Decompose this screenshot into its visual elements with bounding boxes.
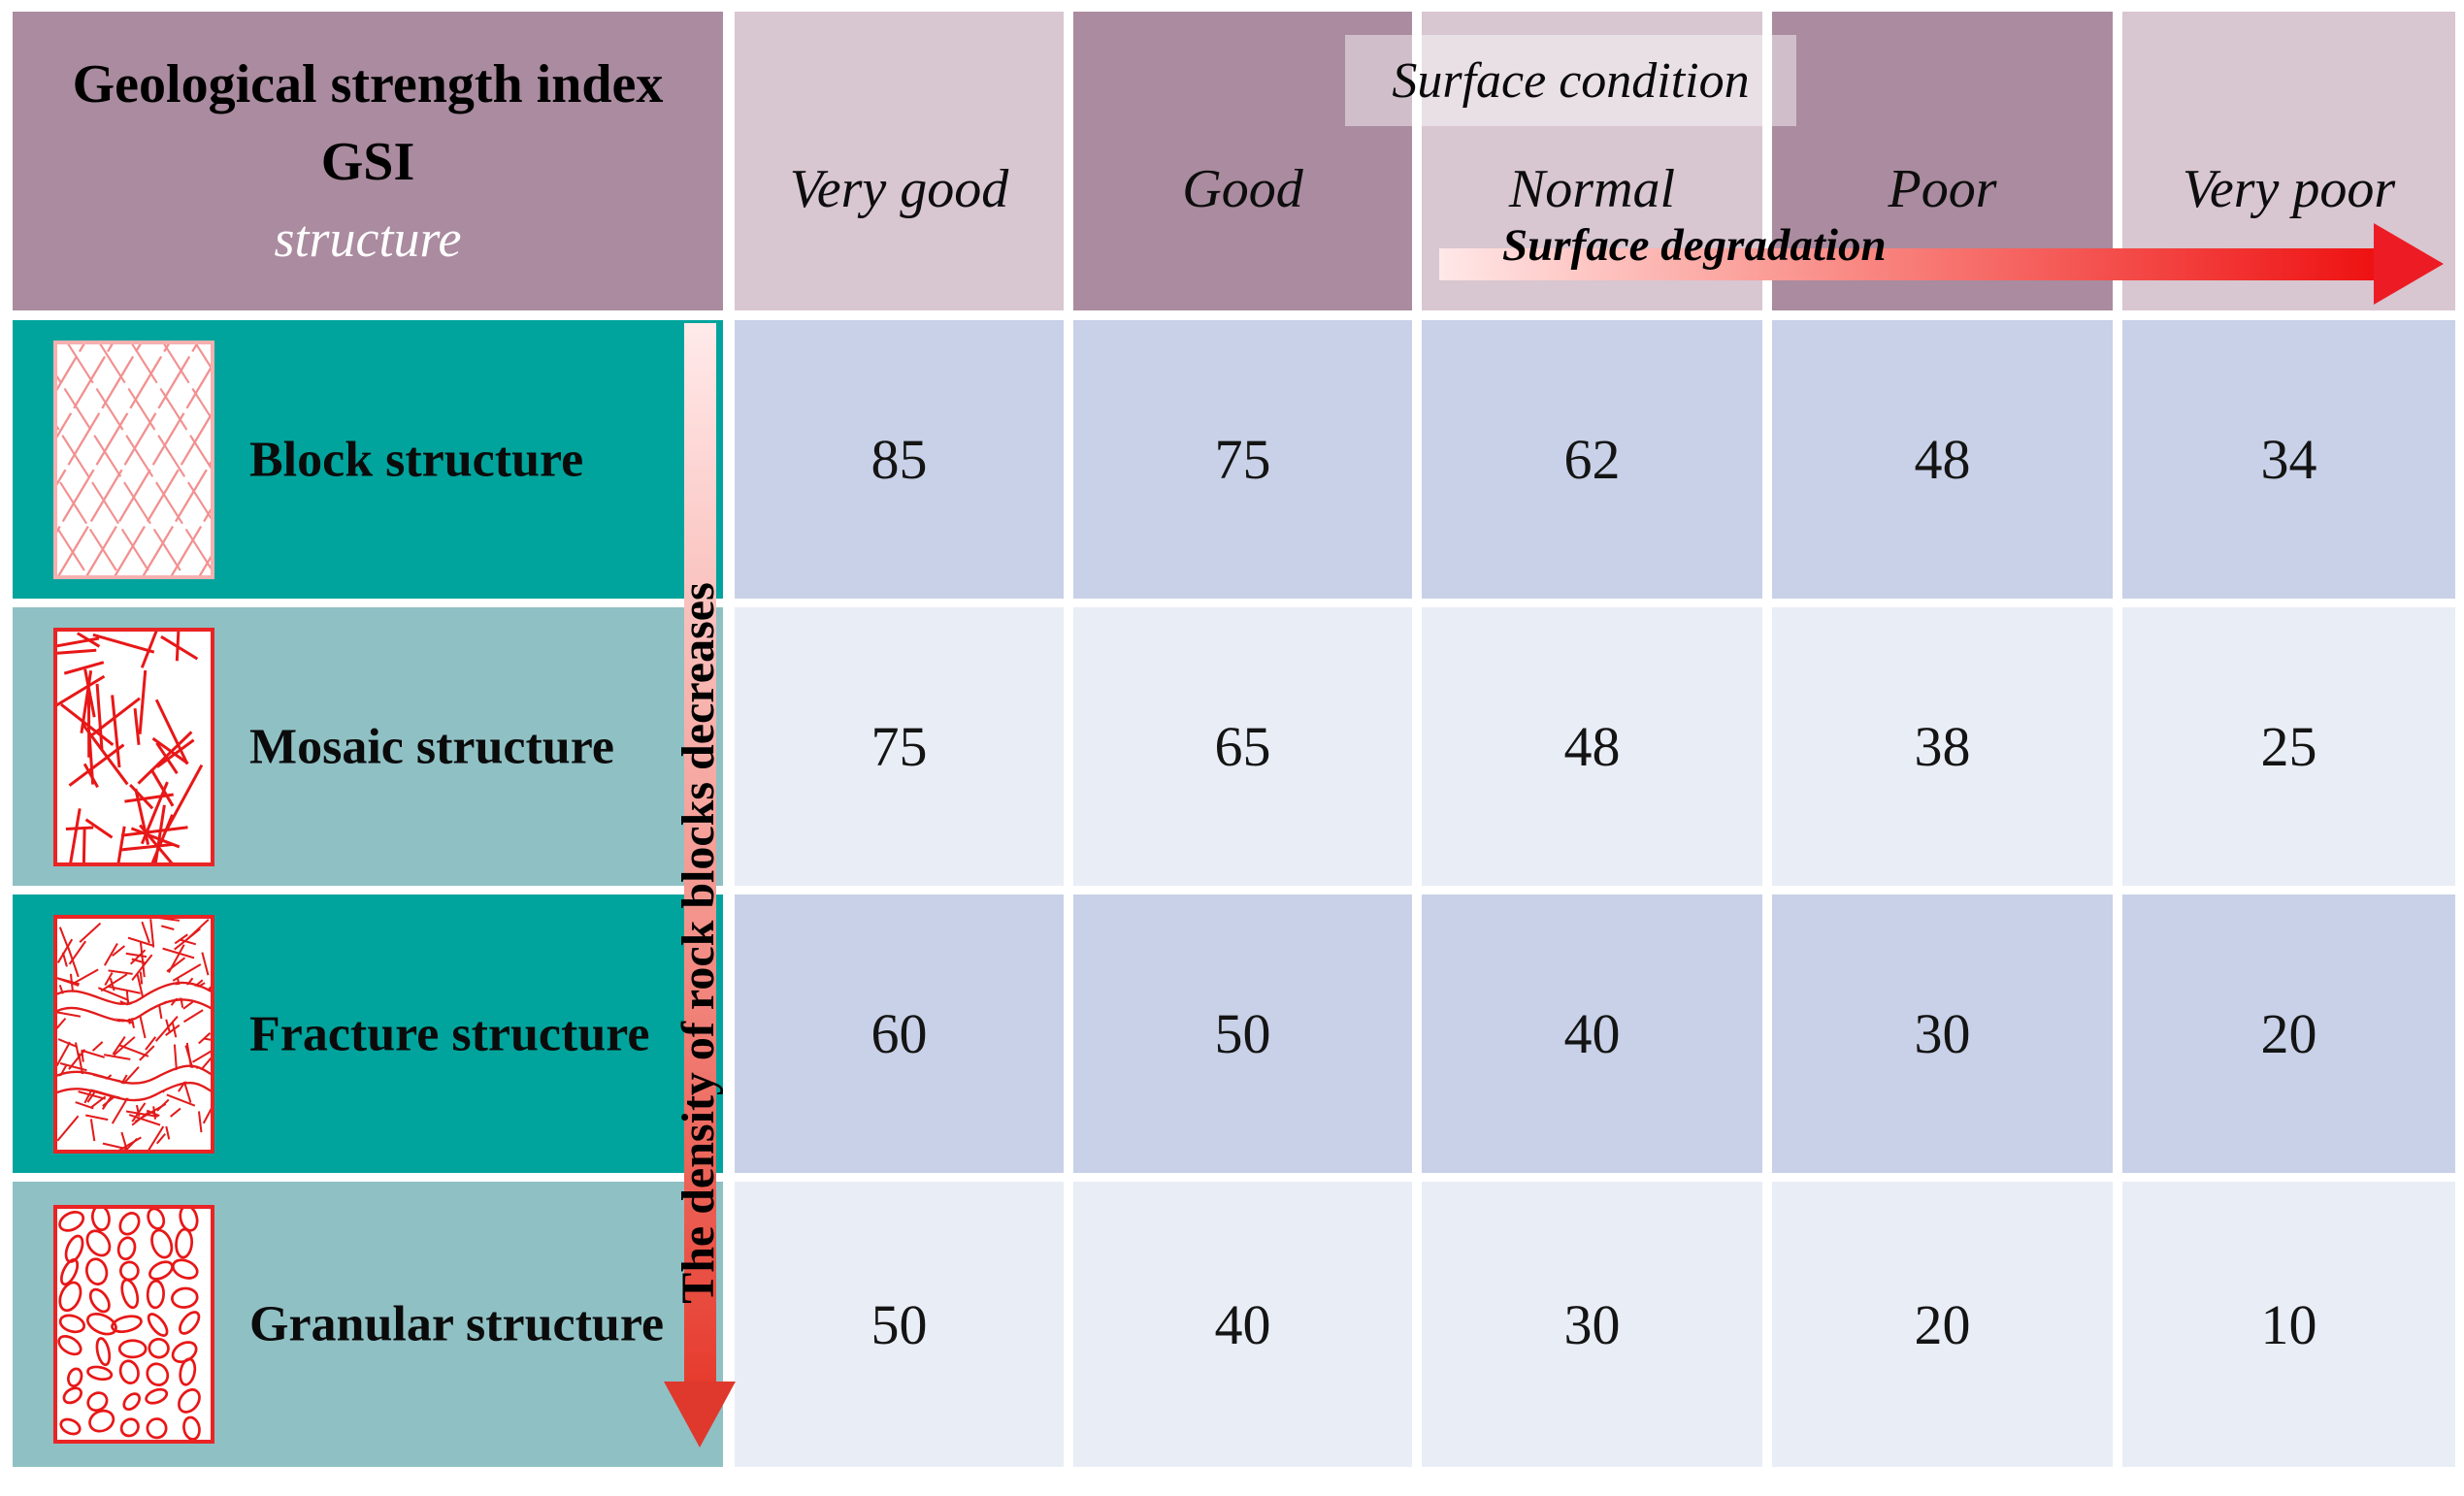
density-decrease-arrow xyxy=(684,323,716,1382)
gsi-value-cell: 65 xyxy=(1073,607,1412,886)
block-structure-icon xyxy=(53,340,214,579)
column-header-label: Normal xyxy=(1508,159,1676,219)
structure-label: Block structure xyxy=(249,432,584,487)
structure-cell-fracture: Fracture structure xyxy=(13,894,723,1173)
gsi-value-cell: 30 xyxy=(1772,894,2113,1173)
gsi-value-cell: 62 xyxy=(1422,320,1762,599)
density-decrease-arrowhead-icon xyxy=(664,1382,736,1447)
granular-structure-icon xyxy=(53,1205,214,1444)
header-cell-structure: Geological strength index GSI structure xyxy=(13,12,723,310)
structure-label: Mosaic structure xyxy=(249,719,614,774)
figure-title-line3: structure xyxy=(274,210,462,268)
gsi-value-cell: 50 xyxy=(1073,894,1412,1173)
structure-cell-mosaic: Mosaic structure xyxy=(13,607,723,886)
gsi-value-cell: 10 xyxy=(2122,1182,2455,1467)
column-header-good: Good xyxy=(1073,12,1412,310)
gsi-value-cell: 25 xyxy=(2122,607,2455,886)
density-decrease-label: The density of rock blocks decreases xyxy=(673,582,724,1304)
structure-label: Fracture structure xyxy=(249,1006,650,1061)
figure-title-line2: GSI xyxy=(320,132,415,192)
structure-cell-granular: Granular structure xyxy=(13,1182,723,1467)
gsi-value-cell: 50 xyxy=(735,1182,1064,1467)
gsi-value-cell: 40 xyxy=(1422,894,1762,1173)
mosaic-structure-icon xyxy=(53,627,214,866)
surface-degradation-label: Surface degradation xyxy=(1502,220,1887,271)
gsi-value-cell: 20 xyxy=(1772,1182,2113,1467)
column-header-very-good: Very good xyxy=(735,12,1064,310)
gsi-value-cell: 34 xyxy=(2122,320,2455,599)
column-header-label: Very good xyxy=(789,159,1009,219)
column-header-label: Good xyxy=(1182,159,1303,219)
surface-condition-label: Surface condition xyxy=(1392,52,1750,109)
gsi-value-cell: 75 xyxy=(1073,320,1412,599)
structure-cell-block: Block structure xyxy=(13,320,723,599)
gsi-value-cell: 20 xyxy=(2122,894,2455,1173)
surface-degradation-arrow xyxy=(1439,248,2374,280)
structure-label: Granular structure xyxy=(249,1296,665,1352)
column-header-label: Very poor xyxy=(2182,159,2396,219)
gsi-value-cell: 38 xyxy=(1772,607,2113,886)
gsi-value-cell: 30 xyxy=(1422,1182,1762,1467)
surface-degradation-arrowhead-icon xyxy=(2374,223,2444,305)
gsi-value-cell: 60 xyxy=(735,894,1064,1173)
surface-condition-banner: Surface condition xyxy=(1345,35,1796,126)
gsi-value-cell: 85 xyxy=(735,320,1064,599)
column-header-label: Poor xyxy=(1888,159,1997,219)
gsi-value-cell: 48 xyxy=(1772,320,2113,599)
gsi-value-cell: 75 xyxy=(735,607,1064,886)
figure-title-line1: Geological strength index xyxy=(72,54,664,114)
gsi-value-cell: 48 xyxy=(1422,607,1762,886)
fracture-structure-icon xyxy=(53,914,214,1154)
gsi-value-cell: 40 xyxy=(1073,1182,1412,1467)
